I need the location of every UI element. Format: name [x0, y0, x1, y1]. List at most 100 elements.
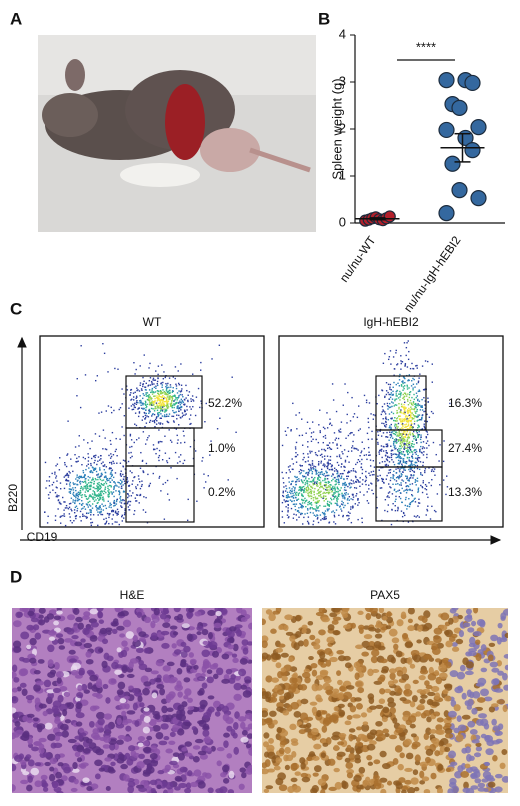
event-dot — [64, 501, 65, 502]
event-dot — [88, 490, 89, 491]
cell — [180, 642, 186, 647]
event-dot — [340, 473, 341, 474]
event-dot — [326, 475, 327, 476]
cell — [120, 764, 128, 769]
event-dot — [405, 470, 406, 471]
event-dot — [163, 406, 164, 407]
event-dot — [106, 449, 107, 450]
event-dot — [76, 494, 77, 495]
event-dot — [393, 413, 394, 414]
event-dot — [398, 478, 399, 479]
event-dot — [419, 405, 420, 406]
event-dot — [424, 420, 425, 421]
event-dot — [311, 441, 312, 442]
cell — [144, 707, 150, 711]
event-dot — [287, 497, 288, 498]
event-dot — [130, 392, 131, 393]
event-dot — [177, 392, 178, 393]
event-dot — [135, 500, 136, 501]
event-dot — [303, 490, 304, 491]
event-dot — [397, 363, 398, 364]
event-dot — [342, 473, 343, 474]
event-dot — [87, 486, 88, 487]
event-dot — [389, 387, 390, 388]
event-dot — [350, 432, 351, 433]
event-dot — [95, 433, 96, 434]
event-dot — [398, 460, 399, 461]
event-dot — [353, 480, 354, 481]
event-dot — [409, 480, 410, 481]
event-dot — [384, 396, 385, 397]
cell — [76, 692, 83, 698]
event-dot — [329, 418, 330, 419]
event-dot — [387, 392, 388, 393]
cell — [232, 654, 237, 658]
event-dot — [407, 490, 408, 491]
cell — [195, 739, 203, 743]
cell — [29, 638, 36, 645]
cell — [239, 784, 245, 790]
event-dot — [405, 355, 406, 356]
event-dot — [409, 447, 410, 448]
event-dot — [66, 455, 67, 456]
event-dot — [100, 479, 101, 480]
event-dot — [401, 418, 402, 419]
event-dot — [136, 488, 137, 489]
event-dot — [134, 406, 135, 407]
event-dot — [70, 520, 71, 521]
event-dot — [159, 476, 160, 477]
event-dot — [412, 427, 413, 428]
event-dot — [411, 426, 412, 427]
event-dot — [75, 487, 76, 488]
event-dot — [319, 495, 320, 496]
cell — [23, 731, 30, 739]
event-dot — [103, 479, 104, 480]
event-dot — [128, 495, 129, 496]
cell — [229, 637, 234, 644]
event-dot — [329, 463, 330, 464]
event-dot — [141, 486, 142, 487]
event-dot — [296, 514, 297, 515]
cell — [156, 732, 164, 739]
histology-panel: H&E PAX5 — [8, 588, 512, 797]
cell — [58, 762, 64, 766]
event-dot — [289, 487, 290, 488]
event-dot — [431, 506, 432, 507]
event-dot — [84, 476, 85, 477]
event-dot — [404, 385, 405, 386]
event-dot — [295, 493, 296, 494]
event-dot — [334, 486, 335, 487]
event-dot — [409, 471, 410, 472]
event-dot — [423, 441, 424, 442]
event-dot — [330, 460, 331, 461]
event-dot — [87, 484, 88, 485]
event-dot — [102, 343, 103, 344]
event-dot — [307, 509, 308, 510]
event-dot — [439, 484, 440, 485]
cell — [138, 754, 145, 759]
event-dot — [69, 472, 70, 473]
cell — [324, 678, 332, 683]
cell — [433, 711, 440, 716]
cell — [190, 659, 197, 664]
event-dot — [388, 359, 389, 360]
cell — [379, 698, 385, 704]
event-dot — [111, 412, 112, 413]
event-dot — [75, 516, 76, 517]
event-dot — [150, 377, 151, 378]
event-dot — [94, 462, 95, 463]
event-dot — [151, 381, 152, 382]
cell — [193, 665, 198, 670]
event-dot — [303, 470, 304, 471]
event-dot — [108, 517, 109, 518]
event-dot — [388, 394, 389, 395]
event-dot — [334, 477, 335, 478]
event-dot — [47, 516, 48, 517]
cell — [495, 774, 503, 779]
event-dot — [130, 452, 131, 453]
event-dot — [414, 471, 415, 472]
cell — [174, 606, 181, 613]
cell — [213, 663, 219, 668]
cell — [476, 719, 484, 726]
event-dot — [76, 477, 77, 478]
